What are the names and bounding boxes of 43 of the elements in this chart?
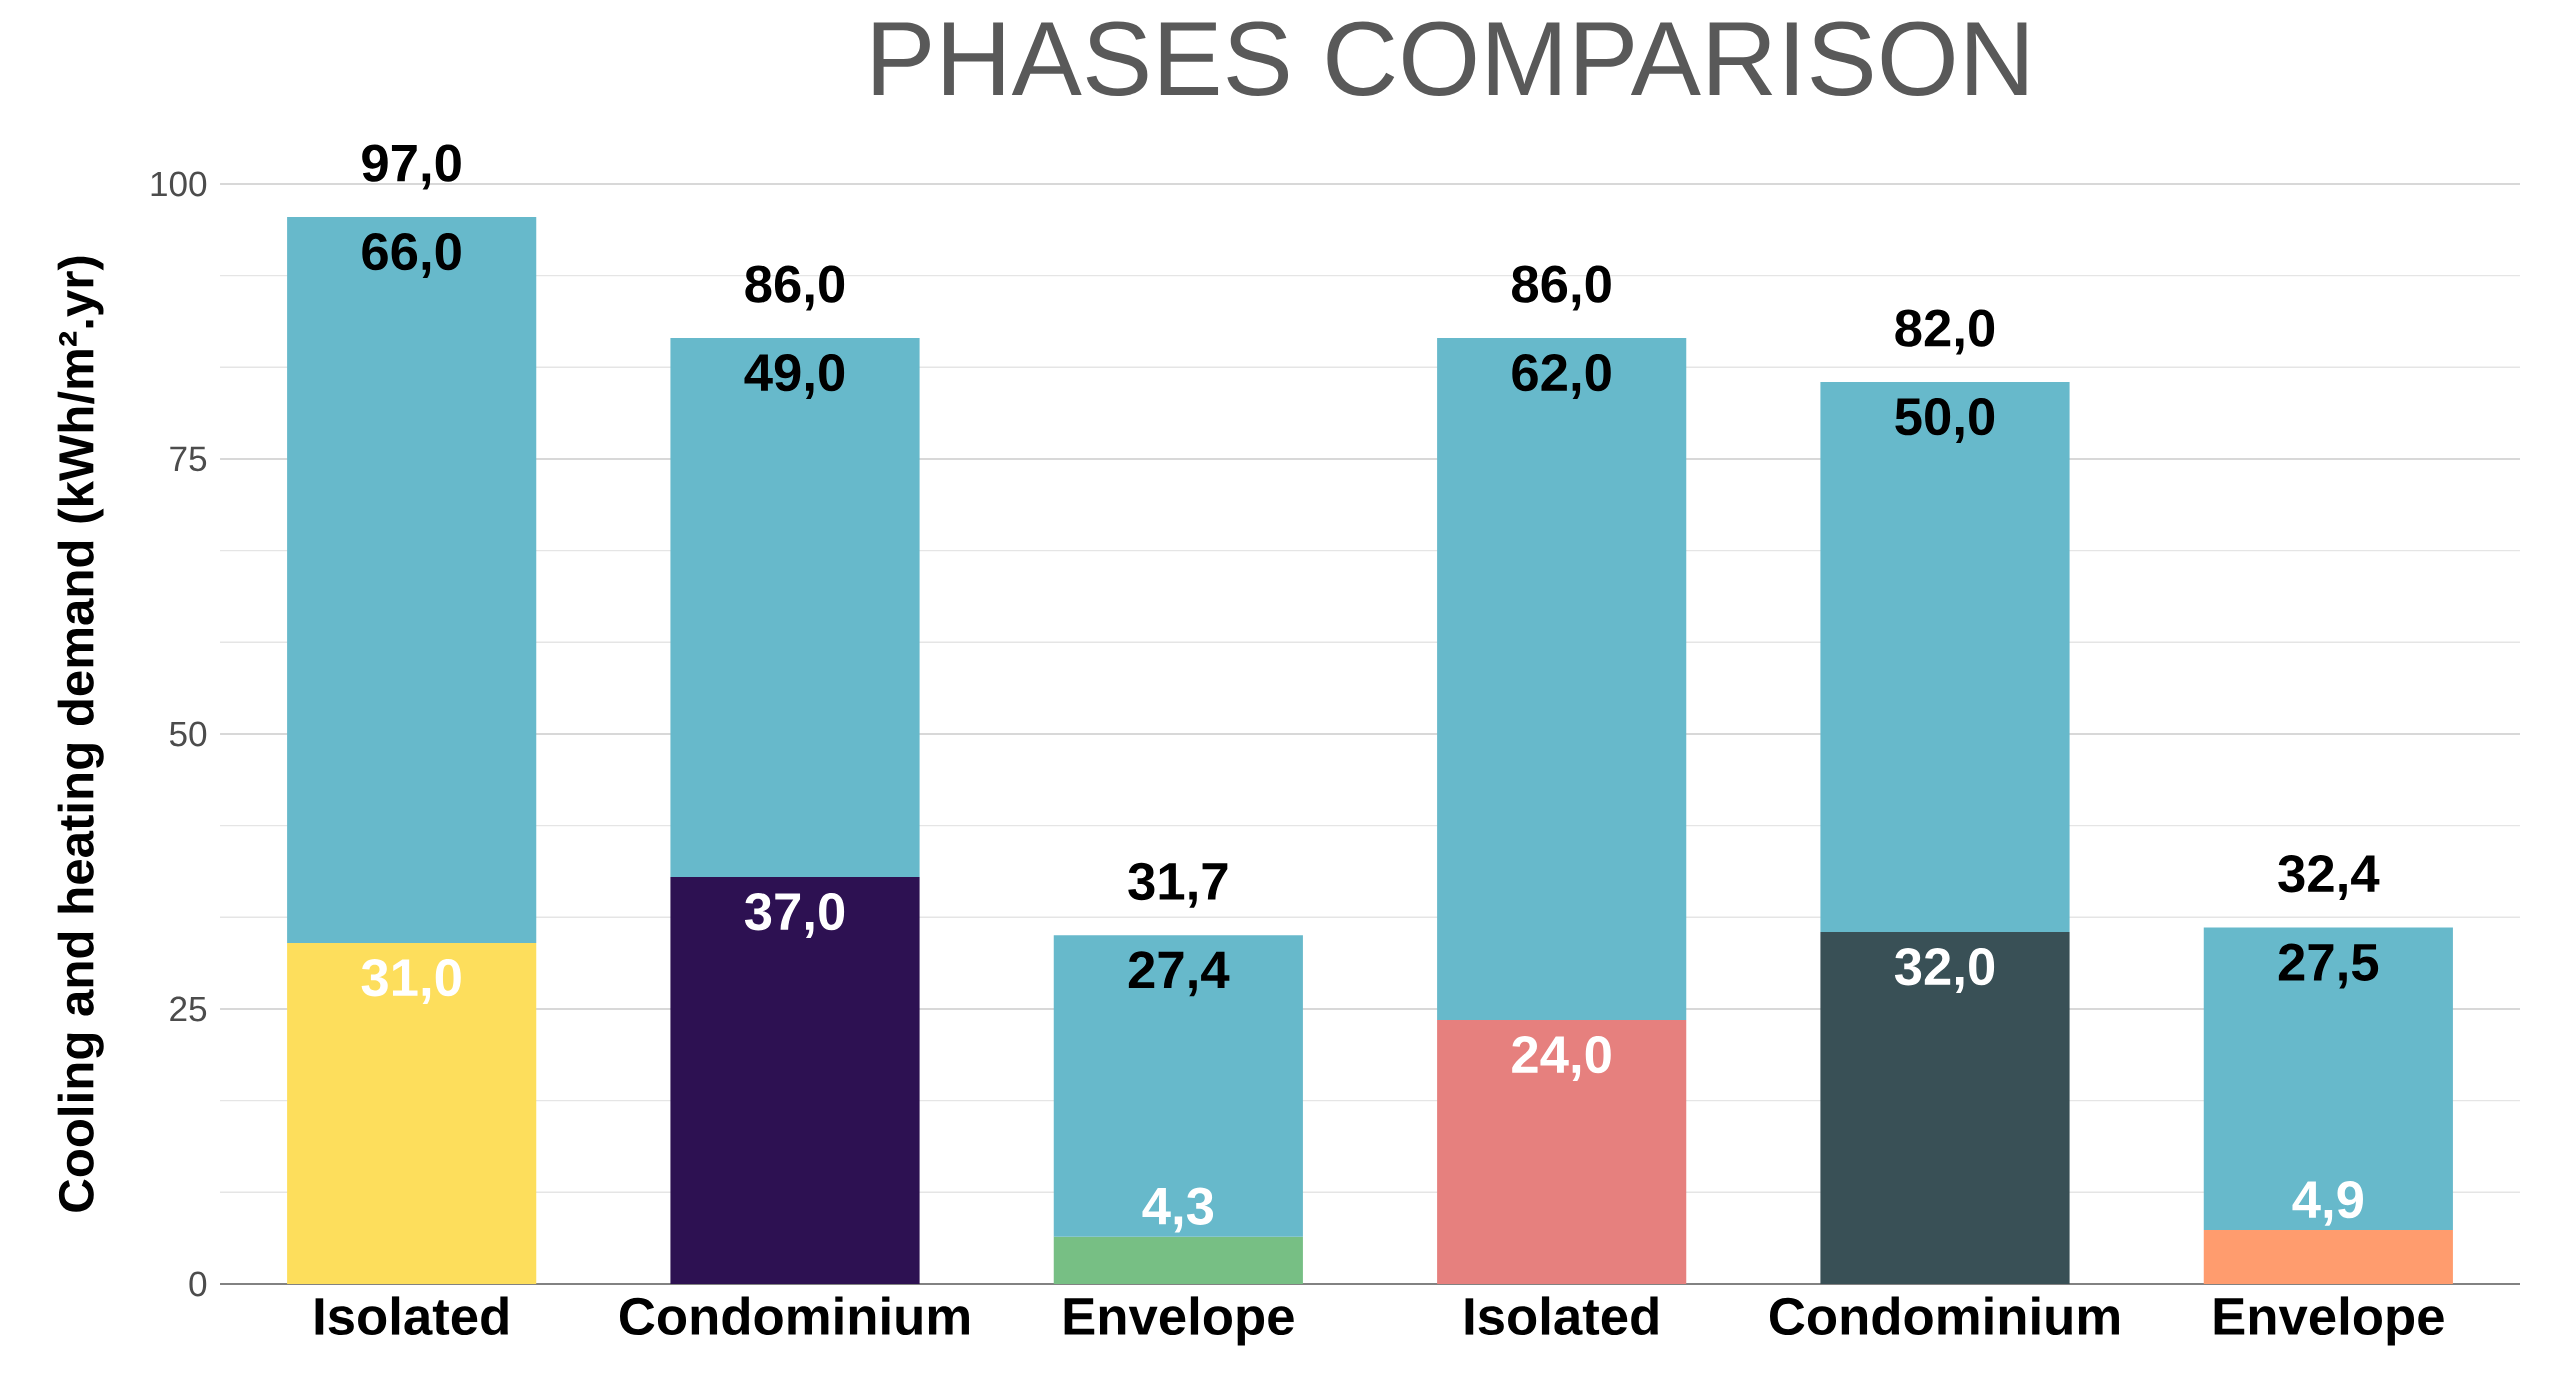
data-label: 24,0: [1512, 1035, 1611, 1081]
y-tick-label: 25: [170, 996, 207, 1022]
bar: [287, 942, 537, 1284]
bar: [670, 876, 920, 1284]
bar: [1437, 337, 1687, 1020]
x-tick-label: Envelope: [1064, 1296, 1294, 1346]
x-tick-label: Isolated: [315, 1296, 508, 1336]
total-label: 86,0: [1512, 265, 1611, 311]
bar: [670, 337, 920, 877]
chart-title: PHASES COMPARISON: [873, 21, 2027, 97]
data-label: 37,0: [744, 892, 845, 938]
data-label: 27,5: [2278, 943, 2379, 989]
data-label: 32,0: [1894, 947, 1995, 993]
x-tick-label: Condominium: [619, 1296, 969, 1336]
total-label: 97,0: [362, 144, 461, 190]
y-tick-label: 75: [170, 446, 207, 472]
y-axis-title: Cooling and heating demand (kWh/m².yr): [57, 256, 104, 1212]
data-label: 31,0: [361, 958, 461, 1004]
x-tick-label: Envelope: [2214, 1296, 2444, 1346]
data-label: 50,0: [1895, 397, 1995, 443]
data-label: 49,0: [744, 353, 845, 399]
total-label: 32,4: [2278, 855, 2380, 901]
bar: [1053, 935, 1303, 1237]
bar: [1053, 1236, 1303, 1284]
data-label: 27,4: [1128, 951, 1230, 997]
bar: [287, 216, 537, 943]
data-label: 62,0: [1512, 353, 1611, 399]
total-label: 86,0: [745, 265, 845, 311]
total-label: 82,0: [1895, 309, 1995, 355]
y-tick-label: 50: [169, 721, 207, 747]
bar: [2203, 1230, 2453, 1284]
x-tick-label: Isolated: [1465, 1296, 1658, 1336]
bar: [2203, 927, 2453, 1231]
y-tick-label: 100: [151, 171, 207, 197]
y-tick-label: 0: [189, 1271, 207, 1297]
total-label: 31,7: [1128, 862, 1228, 908]
data-label: 4,9: [2292, 1180, 2363, 1226]
bar: [1820, 931, 2070, 1284]
bar: [1437, 1019, 1687, 1284]
x-tick-label: Condominium: [1769, 1296, 2119, 1336]
data-label: 66,0: [362, 232, 461, 278]
data-label: 4,3: [1142, 1187, 1214, 1233]
bar: [1820, 381, 2070, 932]
